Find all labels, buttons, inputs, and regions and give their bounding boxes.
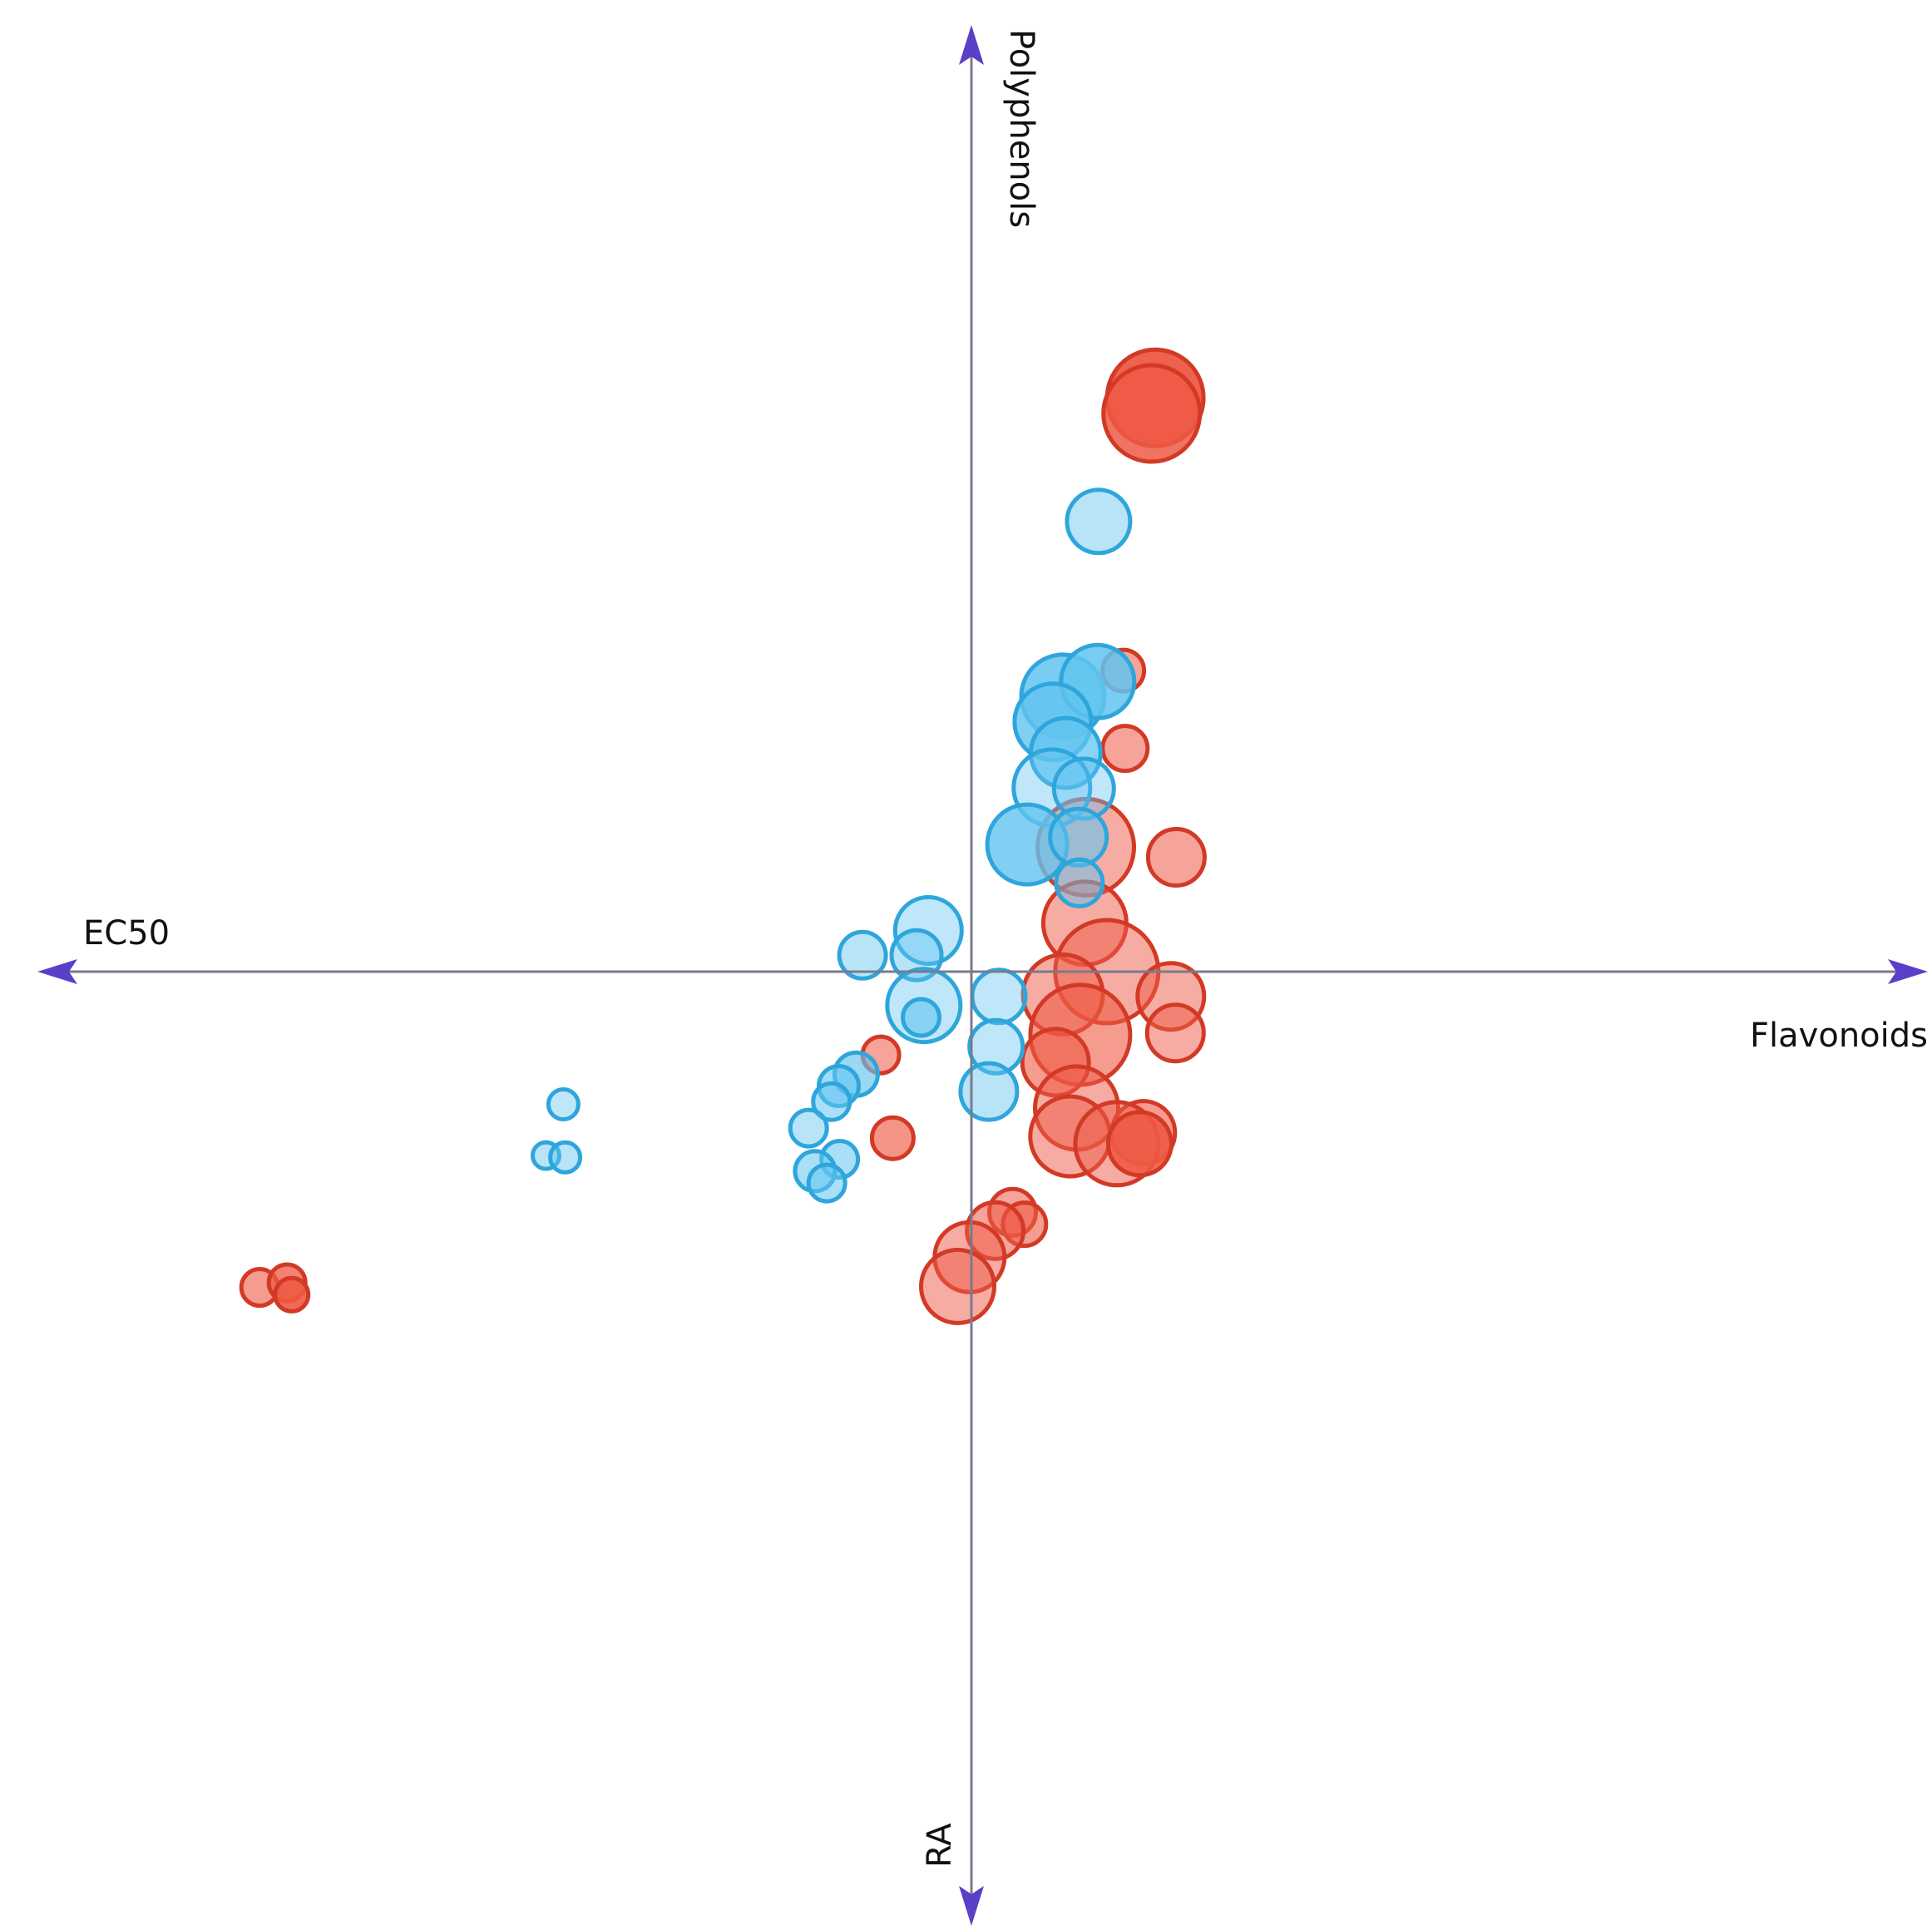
blue-bubble-17 (967, 1017, 1025, 1076)
right-arrow-icon (1888, 959, 1928, 984)
blue-bubble-1 (1065, 487, 1133, 556)
up-arrow-icon (959, 25, 984, 65)
red-bubble-18 (1105, 1110, 1174, 1178)
blue-bubble-22 (788, 1107, 829, 1149)
blue-bubble-11 (892, 895, 964, 966)
axis-label-flavonoids: Flavonoids (1750, 1017, 1928, 1055)
blue-bubble-10 (1054, 857, 1105, 908)
axis-label-ra: RA (921, 1823, 959, 1868)
blue-bubble-16 (970, 967, 1028, 1026)
blue-bubble-25 (806, 1162, 847, 1204)
blue-bubble-12 (837, 929, 888, 981)
red-bubble-28 (273, 1275, 311, 1314)
down-arrow-icon (959, 1886, 984, 1926)
blue-bubble-28 (548, 1140, 583, 1175)
axis-label-polyphenols: Polyphenols (1002, 29, 1040, 228)
red-bubble-4 (1100, 724, 1150, 774)
axis-label-ec50: EC50 (83, 914, 170, 953)
red-bubble-19 (869, 1115, 916, 1161)
blue-bubble-9 (1048, 806, 1109, 868)
left-arrow-icon (37, 959, 77, 984)
red-bubble-11 (1144, 1002, 1206, 1064)
red-bubble-5 (1145, 827, 1207, 888)
blue-bubble-15 (901, 997, 941, 1038)
red-bubble-2 (1101, 363, 1203, 464)
blue-bubble-26 (546, 1087, 581, 1121)
blue-bubble-21 (811, 1081, 852, 1122)
red-bubble-25 (919, 1247, 996, 1325)
blue-bubble-18 (958, 1061, 1020, 1122)
